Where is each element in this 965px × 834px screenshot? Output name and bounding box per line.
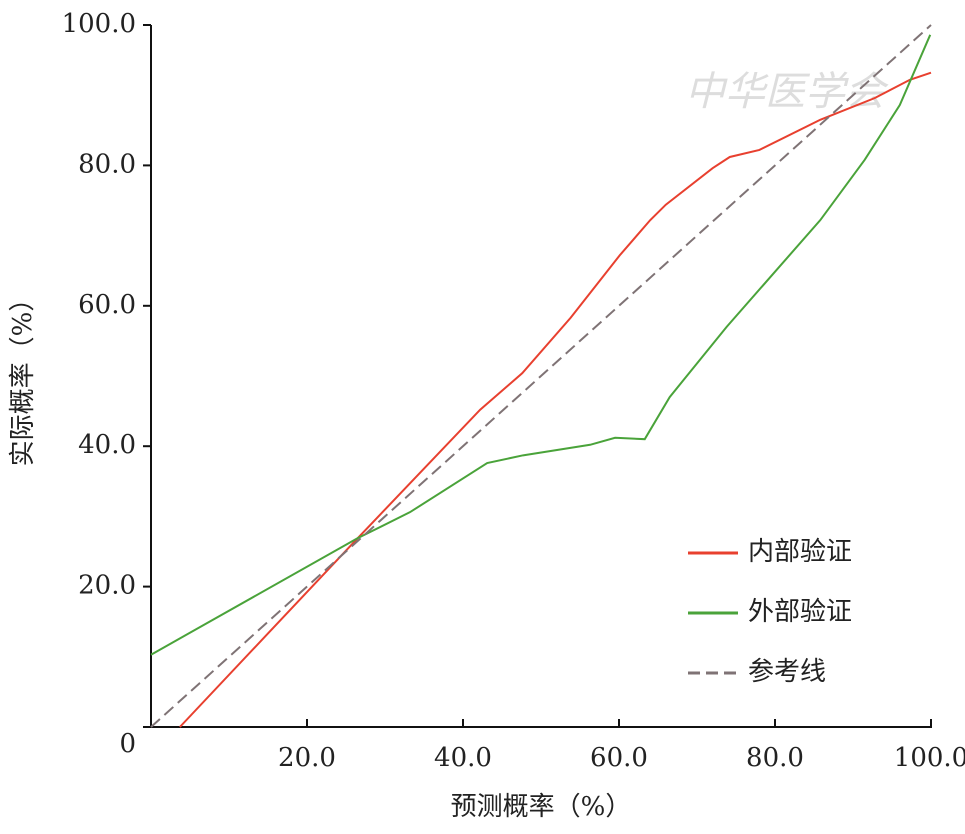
- x-tick-label: 20.0: [278, 743, 336, 773]
- legend-label: 外部验证: [748, 597, 852, 627]
- y-tick-label: 20.0: [78, 571, 136, 601]
- x-tick-label: 40.0: [434, 743, 492, 773]
- x-tick-label: 80.0: [746, 743, 804, 773]
- legend-label: 参考线: [748, 657, 826, 687]
- x-axis-label: 预测概率（%）: [451, 792, 632, 822]
- y-tick-label: 60.0: [78, 290, 136, 320]
- series-line: [150, 34, 932, 656]
- y-tick-label: 40.0: [78, 430, 136, 460]
- watermark: 中华医学会: [685, 69, 889, 115]
- series-line: [179, 71, 932, 728]
- x-tick-label: 100.0: [894, 743, 965, 773]
- y-tick-label: 0: [119, 729, 136, 759]
- legend-label: 内部验证: [748, 537, 852, 567]
- y-axis-label: 实际概率（%）: [8, 286, 38, 467]
- y-tick-label: 100.0: [62, 9, 136, 39]
- y-tick-label: 80.0: [78, 149, 136, 179]
- series-line: [150, 24, 932, 728]
- x-tick-label: 60.0: [590, 743, 648, 773]
